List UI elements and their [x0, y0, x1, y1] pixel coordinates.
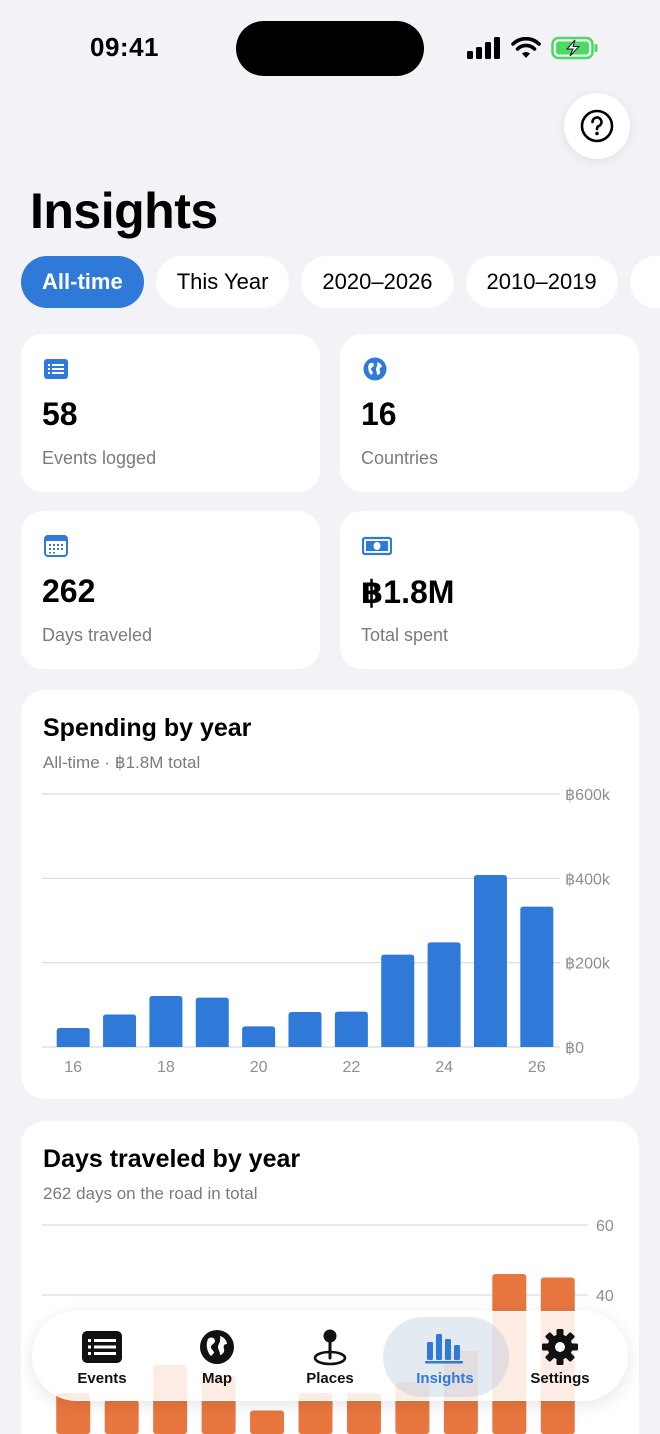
globe-icon: [200, 1329, 234, 1364]
bar: [427, 942, 461, 1047]
chart-subtitle: All-time · ฿1.8M total: [43, 753, 201, 772]
spending-chart: ฿600k ฿400k ฿200k ฿0 16 18 20 22 24 26: [42, 787, 611, 1076]
battery-charging-icon: [551, 36, 598, 60]
stat-card-events: 58 Events logged: [21, 334, 320, 492]
wifi-icon: [511, 37, 541, 58]
stat-value: 262: [42, 573, 96, 609]
map-pin-icon: [313, 1329, 347, 1365]
tab-insights[interactable]: Insights: [390, 1312, 500, 1402]
status-bar: 09:41: [0, 0, 660, 96]
bar: [334, 1011, 368, 1047]
calendar-icon: [44, 535, 68, 557]
tab-settings[interactable]: Settings: [505, 1312, 615, 1402]
filter-this-year[interactable]: This Year: [155, 256, 290, 308]
stat-label: Countries: [361, 448, 439, 468]
cellular-signal-icon: [467, 37, 500, 59]
page-title: Insights: [30, 183, 218, 239]
tab-events[interactable]: Events: [47, 1312, 157, 1402]
x-tick-label: 18: [157, 1059, 175, 1076]
question-mark-icon: [580, 109, 614, 143]
banknote-icon: [362, 536, 392, 556]
stat-label: Days traveled: [42, 625, 153, 645]
tab-label: Insights: [416, 1369, 474, 1387]
bar: [242, 1026, 276, 1047]
x-tick-label: 26: [528, 1059, 546, 1076]
bar: [104, 1400, 139, 1434]
stat-card-countries: 16 Countries: [340, 334, 639, 492]
y-tick-label: 60: [596, 1218, 614, 1235]
status-time: 09:41: [90, 32, 159, 62]
tab-label: Settings: [530, 1369, 590, 1387]
bar: [298, 1393, 333, 1434]
gear-icon: [542, 1328, 578, 1365]
y-tick-label: ฿400k: [565, 871, 611, 888]
x-tick-label: 22: [342, 1059, 360, 1076]
tab-bar: Events Map Places: [32, 1311, 628, 1401]
y-tick-label: ฿0: [565, 1040, 584, 1057]
x-tick-label: 16: [64, 1059, 82, 1076]
x-tick-label: 24: [435, 1059, 453, 1076]
bar: [250, 1410, 285, 1434]
stat-label: Total spent: [361, 625, 449, 645]
filter-all-time[interactable]: All-time: [21, 256, 144, 308]
time-range-filter: All-time This Year 2020–2026 2010–2019: [21, 256, 660, 310]
chart-subtitle: 262 days on the road in total: [43, 1184, 258, 1203]
tab-label: Places: [306, 1369, 354, 1387]
bar-chart-icon: [425, 1333, 463, 1363]
filter-2020-2026[interactable]: 2020–2026: [301, 256, 454, 308]
bar: [520, 906, 554, 1047]
x-tick-label: 20: [250, 1059, 268, 1076]
bar: [346, 1393, 381, 1434]
spending-chart-card: ฿600k ฿400k ฿200k ฿0 16 18 20 22 24 26 Spending b…: [21, 690, 639, 1099]
help-button[interactable]: [564, 93, 630, 159]
bar: [473, 874, 507, 1047]
y-tick-label: ฿200k: [565, 956, 611, 973]
bar: [103, 1014, 137, 1047]
bar: [381, 954, 415, 1047]
filter-2010-2019[interactable]: 2010–2019: [465, 256, 618, 308]
bar: [149, 995, 183, 1047]
stat-value: 58: [42, 396, 78, 432]
tab-places[interactable]: Places: [275, 1312, 385, 1402]
stat-value: 16: [361, 396, 397, 432]
bar: [56, 1393, 91, 1434]
globe-icon: [363, 357, 387, 381]
filter-more[interactable]: [629, 256, 660, 308]
tab-label: Map: [202, 1369, 232, 1387]
stat-card-days: 262 Days traveled: [21, 511, 320, 669]
stat-card-spent: ฿1.8M Total spent: [340, 511, 639, 669]
stat-value: ฿1.8M: [361, 574, 455, 610]
stat-label: Events logged: [42, 448, 157, 468]
list-icon: [44, 359, 68, 379]
dynamic-island: [236, 21, 424, 76]
status-icons: [467, 36, 599, 60]
tab-label: Events: [77, 1369, 127, 1387]
chart-title: Spending by year: [43, 714, 252, 742]
list-icon: [82, 1330, 122, 1363]
tab-map[interactable]: Map: [162, 1312, 272, 1402]
bar: [56, 1028, 90, 1047]
bar: [288, 1012, 322, 1047]
y-tick-label: 40: [596, 1288, 614, 1305]
chart-title: Days traveled by year: [43, 1145, 301, 1173]
bar: [195, 997, 229, 1047]
y-tick-label: ฿600k: [565, 787, 611, 804]
